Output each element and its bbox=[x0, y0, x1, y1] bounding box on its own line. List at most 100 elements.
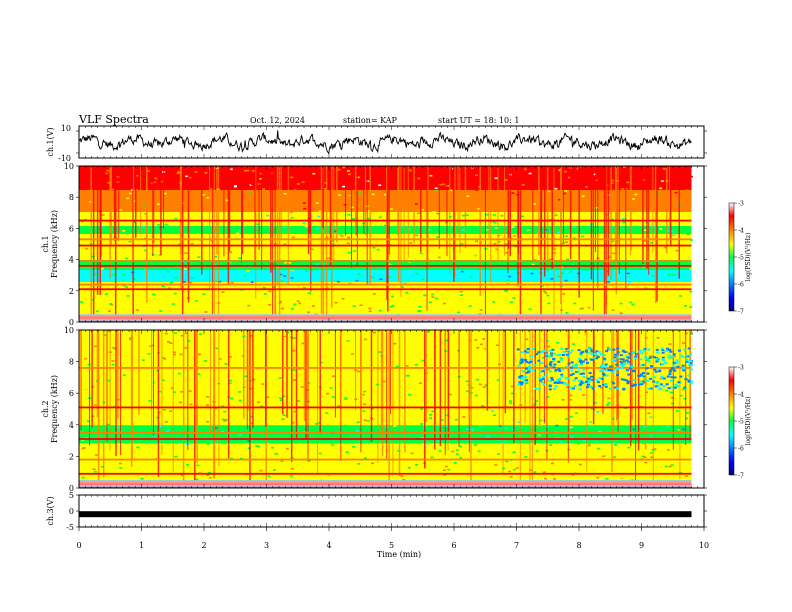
spectrogram-streak bbox=[613, 330, 615, 433]
spectrogram-cell bbox=[472, 254, 476, 256]
spectrogram-cell bbox=[553, 387, 557, 390]
spectrogram-cell bbox=[397, 454, 401, 457]
spectrogram-cell bbox=[246, 441, 250, 444]
spectrogram-cell bbox=[373, 413, 377, 416]
spectrogram-streak bbox=[187, 330, 189, 451]
spectrogram-row bbox=[79, 232, 692, 235]
spectrogram-cell bbox=[302, 452, 306, 455]
spectrogram-cell bbox=[595, 441, 599, 443]
spectrogram-cell bbox=[418, 310, 422, 312]
spectrogram-streak bbox=[646, 166, 648, 269]
spectrogram-cell bbox=[535, 450, 539, 452]
spectrogram-cell bbox=[528, 308, 532, 310]
spectrogram-streak bbox=[617, 166, 619, 244]
spectrogram-cell bbox=[220, 454, 224, 457]
spectrogram-cell bbox=[198, 232, 202, 234]
spectrogram-cell bbox=[354, 378, 358, 381]
spectrogram-cell bbox=[122, 273, 126, 276]
spectrogram-cell bbox=[682, 367, 686, 370]
spectrogram-row bbox=[79, 372, 692, 375]
spectrogram-cell bbox=[400, 286, 404, 288]
spectrogram-cell bbox=[569, 398, 573, 401]
spectrogram-cell bbox=[689, 306, 693, 308]
spectrogram-cell bbox=[213, 263, 217, 266]
spectrogram-cell bbox=[158, 390, 162, 393]
spectrogram-row bbox=[79, 473, 692, 477]
spectrogram-cell bbox=[632, 474, 636, 476]
spectrogram-cell bbox=[544, 354, 548, 357]
spectrogram-cell bbox=[407, 466, 411, 469]
spectrogram-cell bbox=[689, 382, 693, 385]
spectrogram-cell bbox=[567, 448, 571, 451]
spectrogram-streak bbox=[532, 166, 534, 261]
spectrogram-cell bbox=[613, 386, 617, 389]
spectrogram-streak bbox=[130, 330, 133, 467]
spectrogram-cell bbox=[337, 405, 341, 407]
spectrogram-cell bbox=[520, 374, 524, 377]
spectrogram-cell bbox=[184, 332, 188, 335]
spectrogram-cell bbox=[261, 383, 265, 385]
spectrogram-cell bbox=[86, 368, 90, 371]
spectrogram-cell bbox=[317, 421, 321, 424]
spectrogram-cell bbox=[568, 387, 572, 390]
spectrogram-streak bbox=[153, 166, 155, 244]
spectrogram-lowband-line bbox=[79, 480, 692, 482]
spectrogram-cell bbox=[643, 378, 647, 381]
spectrogram-streak bbox=[187, 166, 190, 303]
spectrogram-streak bbox=[420, 166, 422, 252]
spectrogram-cell bbox=[611, 289, 615, 292]
spectrogram-row bbox=[79, 427, 692, 430]
spectrogram-cell bbox=[660, 180, 664, 182]
spectrogram-cell bbox=[110, 476, 114, 479]
spectrogram-cell bbox=[669, 369, 673, 372]
spectrogram-cell bbox=[210, 188, 214, 190]
spectrogram-streak bbox=[513, 330, 515, 444]
spectrogram-cell bbox=[249, 335, 253, 337]
spectrogram-ytick-label: 4 bbox=[69, 256, 74, 265]
spectrogram-cell bbox=[540, 362, 544, 365]
spectrogram-cell bbox=[142, 202, 146, 205]
spectrogram-cell bbox=[347, 251, 351, 254]
spectrogram-cell bbox=[505, 251, 509, 254]
spectrogram-cell bbox=[357, 273, 361, 276]
spectrogram-ytick-label: 10 bbox=[64, 326, 74, 335]
spectrogram-cell bbox=[170, 427, 174, 429]
spectrogram-cell bbox=[548, 349, 552, 352]
spectrogram-cell bbox=[218, 280, 222, 283]
spectrogram-cell bbox=[465, 296, 469, 299]
spectrogram-streak bbox=[610, 166, 612, 280]
spectrogram-cell bbox=[547, 302, 551, 305]
spectrogram-cell bbox=[659, 377, 663, 380]
spectrogram-cell bbox=[627, 306, 631, 309]
spectrogram-cell bbox=[195, 478, 199, 481]
spectrogram-cell bbox=[531, 348, 535, 351]
spectrogram-lowband-line bbox=[79, 317, 692, 318]
spectrogram-cell bbox=[515, 467, 519, 469]
spectrogram-cell bbox=[224, 418, 228, 421]
spectrogram-row bbox=[79, 304, 692, 307]
spectrogram-cell bbox=[505, 290, 509, 292]
spectrogram-streak bbox=[560, 166, 562, 316]
spectrogram-cell bbox=[107, 379, 111, 382]
spectrogram-streak bbox=[248, 330, 250, 411]
spectrogram-row bbox=[79, 206, 692, 209]
spectrogram-cell bbox=[262, 192, 266, 195]
spectrogram-cell bbox=[540, 333, 544, 335]
spectrogram-cell bbox=[626, 272, 630, 275]
spectrogram-streak bbox=[118, 166, 120, 241]
spectrogram-streak bbox=[594, 166, 596, 253]
spectrogram-cell bbox=[225, 246, 229, 248]
spectrogram-cell bbox=[441, 362, 445, 364]
spectrogram-cell bbox=[228, 193, 232, 195]
spectrogram-cell bbox=[357, 240, 361, 243]
spectrogram-streak bbox=[534, 330, 537, 446]
spectrogram-cell bbox=[591, 378, 595, 381]
spectrogram-row bbox=[79, 266, 692, 269]
spectrogram-cell bbox=[482, 363, 486, 366]
xaxis-tick-label: 8 bbox=[576, 541, 581, 550]
spectrogram-cell bbox=[229, 168, 233, 171]
spectrogram-streak bbox=[133, 166, 135, 261]
spectrogram-cell bbox=[250, 281, 254, 283]
spectrogram-cell bbox=[572, 455, 576, 458]
spectrogram-cell bbox=[668, 343, 672, 345]
